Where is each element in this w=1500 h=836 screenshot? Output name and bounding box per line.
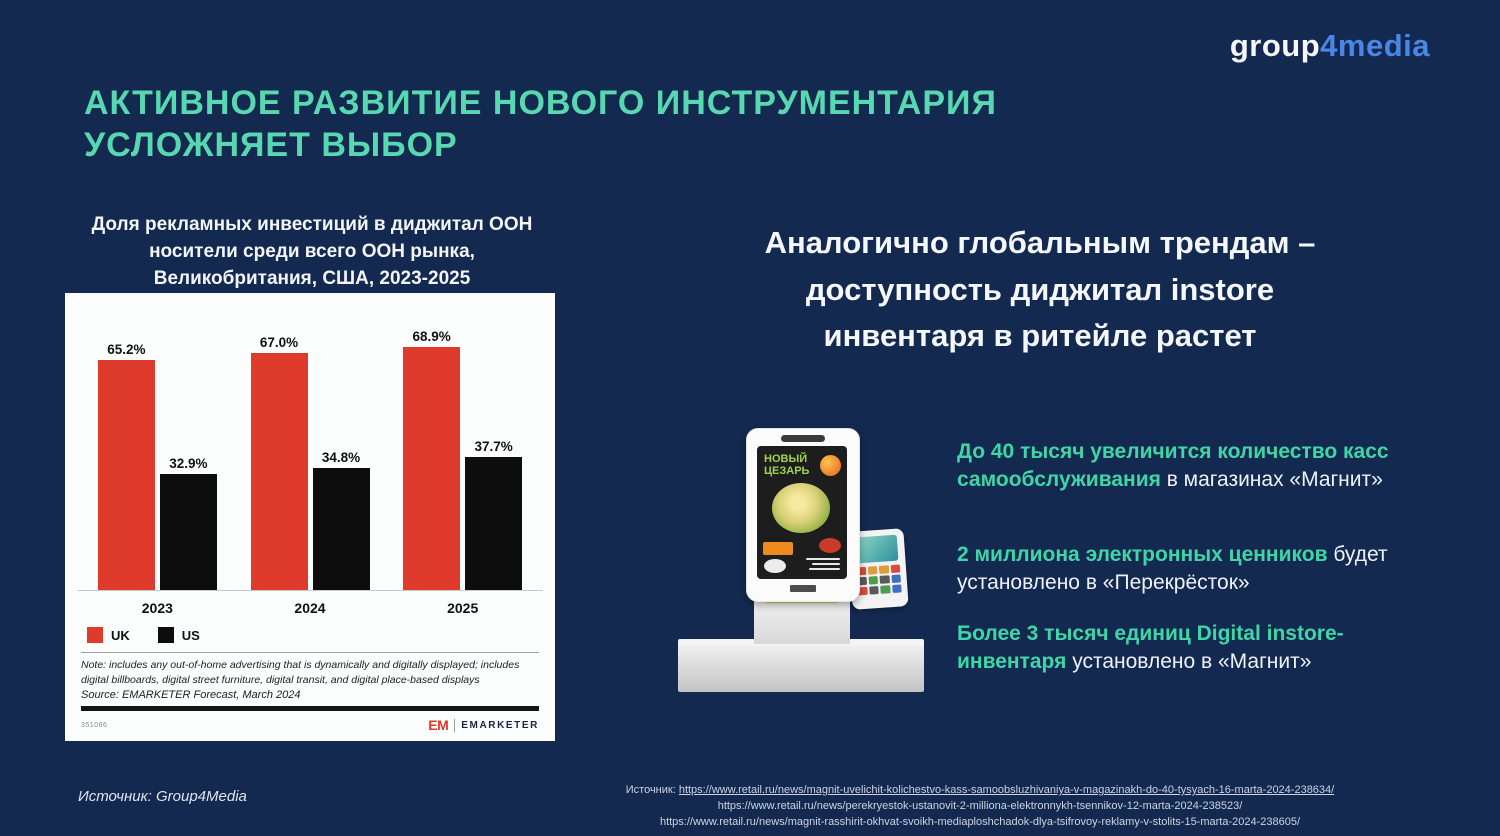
bar-value-label: 65.2%: [107, 341, 146, 357]
card-black-rule: [81, 706, 539, 712]
legend-label-us: US: [181, 627, 200, 643]
x-tick-label: 2025: [447, 600, 479, 616]
bar-value-label: 67.0%: [259, 335, 299, 351]
bullet-digital-instore: Более 3 тысяч единиц Digital instore-инв…: [957, 620, 1439, 677]
logo-group: group: [1229, 28, 1321, 63]
bullet-rest: в магазинах «Магнит»: [1160, 468, 1383, 492]
bullet-tsenniki: 2 миллиона электронных ценников будет ус…: [957, 541, 1439, 598]
x-axis-line: [77, 590, 543, 591]
legend-label-uk: UK: [111, 627, 130, 643]
emarketer-wordmark: EMARKETER: [461, 719, 539, 731]
kiosk-base: [678, 646, 924, 692]
logo-media: media: [1337, 28, 1430, 63]
legend-item-us: US: [157, 627, 200, 643]
section-heading-line3: инвентаря в ритейле растет: [823, 318, 1257, 353]
chart-note: Note: includes any out-of-home advertisi…: [81, 659, 520, 686]
bar-group: 68.9% 37.7% 2025: [386, 307, 539, 619]
legend-item-uk: UK: [87, 627, 130, 643]
kiosk-screen-title: НОВЫЙ ЦЕЗАРЬ: [764, 453, 810, 478]
bar-value-label: 34.8%: [321, 449, 361, 465]
page-title: АКТИВНОЕ РАЗВИТИЕ НОВОГО ИНСТРУМЕНТАРИЯ …: [84, 82, 997, 166]
terminal-screen: [854, 534, 899, 564]
bullet-highlight: 2 миллиона электронных ценников: [957, 543, 1328, 566]
x-tick-label: 2023: [141, 600, 173, 616]
card-bottom-row: 351066 EM EMARKETER: [81, 717, 539, 733]
chart-legend: UK US: [87, 627, 539, 643]
salad-bowl-image: [772, 483, 830, 533]
kiosk-brand-plate: [790, 585, 816, 592]
page-title-line2: УСЛОЖНЯЕТ ВЫБОР: [84, 126, 458, 165]
legend-swatch-uk: [87, 627, 103, 643]
bar-uk: [403, 346, 461, 591]
bar-uk: [250, 353, 308, 591]
bar-us: [465, 457, 523, 591]
bar-group: 67.0% 34.8% 2024: [234, 307, 387, 619]
emarketer-logo: EM EMARKETER: [428, 717, 539, 733]
link-perekryestok-tsenniki[interactable]: https://www.retail.ru/news/perekryestok-…: [717, 799, 1243, 812]
bullet-highlight: До 40 тысяч увеличится количество касс с…: [957, 440, 1389, 492]
kiosk-screen: НОВЫЙ ЦЕЗАРЬ: [757, 446, 847, 579]
screen-text-line: [812, 563, 840, 565]
bar-us: [312, 467, 370, 591]
chart-source: Source: EMARKETER Forecast, March 2024: [81, 689, 301, 702]
logo-divider: [454, 718, 456, 732]
link-magnit-kassy[interactable]: https://www.retail.ru/news/magnit-uvelic…: [678, 784, 1335, 796]
chart-card: 65.2% 32.9% 2023 67.0% 34.8% 2024 68.9% 37.7% 20…: [65, 293, 555, 741]
bar-value-label: 68.9%: [412, 328, 451, 344]
tomato-image: [819, 538, 841, 553]
price-badge-icon: [820, 455, 841, 476]
source-links: Источник: https://www.retail.ru/news/mag…: [480, 783, 1480, 831]
bullet-rest: будет установлено в «Перекрёсток»: [957, 543, 1388, 595]
screen-text-line: [809, 568, 840, 570]
bar-value-label: 37.7%: [474, 439, 513, 455]
bar-group: 65.2% 32.9% 2023: [81, 307, 234, 619]
bar-uk: [97, 359, 155, 591]
rice-bowl-image: [764, 559, 786, 573]
section-heading-line1: Аналогично глобальным трендам –: [764, 225, 1316, 260]
page-title-line1: АКТИВНОЕ РАЗВИТИЕ НОВОГО ИНСТРУМЕНТАРИЯ: [84, 84, 997, 122]
section-heading-line2: доступность диджитал instore: [805, 271, 1275, 307]
emarketer-mark-icon: EM: [428, 717, 449, 734]
bullet-rest: установлено в «Магнит»: [1066, 650, 1312, 674]
orange-tag: [763, 542, 793, 555]
note-divider: [81, 652, 539, 653]
group4media-logo: group4media: [1230, 28, 1430, 64]
bar-us: [159, 474, 217, 591]
kiosk-body: НОВЫЙ ЦЕЗАРЬ: [746, 428, 860, 602]
logo-four: 4: [1320, 28, 1338, 63]
legend-swatch-us: [157, 627, 174, 643]
source-label: Источник:: [625, 784, 676, 796]
self-checkout-kiosk-illustration: НОВЫЙ ЦЕЗАРЬ: [672, 420, 934, 698]
chart-title: Доля рекламных инвестиций в диджитал ООН…: [91, 214, 533, 289]
source-left: Источник: Group4Media: [78, 788, 247, 805]
link-magnit-media[interactable]: https://www.retail.ru/news/magnit-rasshi…: [659, 815, 1301, 828]
source-link-line1: Источник: https://www.retail.ru/news/mag…: [480, 783, 1480, 799]
bar-value-label: 32.9%: [169, 456, 208, 472]
bullet-highlight: Более 3 тысяч единиц Digital instore-инв…: [957, 622, 1344, 674]
bullet-kassy: До 40 тысяч увеличится количество касс с…: [957, 438, 1439, 495]
screen-text-line: [806, 558, 840, 560]
chart-id: 351066: [81, 721, 108, 729]
bar-chart-plot: 65.2% 32.9% 2023 67.0% 34.8% 2024 68.9% 37.7% 20…: [77, 307, 543, 619]
kiosk-speaker-slot: [781, 435, 825, 442]
section-heading: Аналогично глобальным трендам – доступно…: [630, 220, 1450, 360]
x-tick-label: 2024: [294, 600, 326, 616]
